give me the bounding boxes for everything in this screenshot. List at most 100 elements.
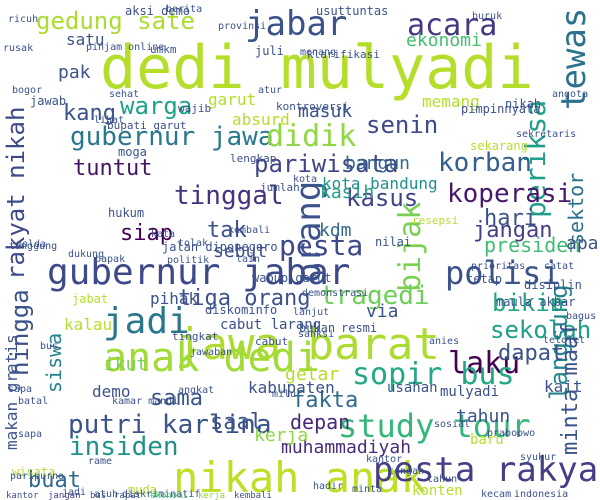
word: koperasi [447,179,573,209]
word: tanggung [9,241,58,252]
word: pihak [150,289,199,308]
word: milu [272,389,297,400]
word: rapat [114,491,142,500]
word: sapa [18,429,43,440]
word: bus [40,341,59,352]
word: lanjut [293,307,330,318]
word: nikah anak [173,453,426,500]
word: jadi [103,301,190,342]
word: atur [258,85,283,96]
word: siap [120,221,173,246]
word: diskominfo [205,303,278,317]
word: tengah [388,466,425,477]
word: tragedi [320,281,430,311]
word: lihat [94,115,125,126]
word: telolet [543,335,586,346]
word: muhammadiyah [281,437,412,458]
word: catat [544,261,575,272]
word: kasus [346,184,419,212]
word: kontroversi [276,100,349,113]
word: garut [208,90,257,109]
word: rakyat nikah [2,106,30,280]
word: nikah [505,97,542,111]
word: aksi demo [125,4,191,18]
word: korban [438,148,532,178]
word: kata [151,229,176,240]
word: kota bandung [322,174,438,193]
word: tetap [466,272,503,286]
word: insiden [69,432,179,462]
word: kantor [366,454,403,465]
word: provinsi [218,21,267,32]
word: demo [92,382,131,401]
word: angkat [178,385,215,396]
word: putri karlina [68,410,272,440]
word: cabut [255,335,289,348]
word: sekarang [470,139,528,153]
word: menang [300,47,337,58]
word: wabup garut [252,271,332,285]
word: juli [255,44,284,58]
word: laku [448,346,521,381]
word: kalau [64,315,113,334]
word: resepsi [412,214,459,227]
word: usahan [387,380,438,396]
word: rame [88,456,113,467]
word: sanksi [298,329,335,340]
word: atuh [94,489,119,500]
word: bogor [12,85,43,96]
word: ricuh [8,14,39,25]
word: study tour [338,407,531,445]
word: gubernur jawa [70,122,274,152]
word: kabupaten [248,378,335,397]
word: angota [552,89,589,100]
word: dukung [68,249,105,260]
word: ekonomi [406,30,482,51]
word: baru [470,432,504,448]
word: mulyadi [440,384,500,400]
word: bus [90,491,107,500]
word: indonesia [514,489,569,500]
word: hadir [313,481,344,492]
word: nilai [375,235,412,249]
word: klarifikasi [307,48,380,61]
word: bikin [492,289,565,317]
word: kang [63,101,116,126]
word: memang [422,92,480,111]
word: anak dedi [103,335,320,381]
word: tahun [456,406,511,427]
word: pesta rakyat [373,450,600,490]
word: kerja [198,491,226,500]
word: kantor [6,491,39,500]
word: pak [58,62,91,83]
word: jadi [62,487,87,498]
word: muda [128,483,157,497]
word: buruk [472,11,503,22]
word: bukan [299,321,336,335]
word: pesta [279,229,364,262]
word: gedung sate [36,7,195,35]
word: rusak [3,43,34,54]
word: kait [544,377,583,396]
word: kecam [481,489,512,500]
word: hari [484,206,537,231]
word: syukur [520,452,557,463]
word: kembali [228,225,271,236]
word: senin [366,111,439,139]
word: polisi [445,254,561,292]
word: tahun [427,474,458,485]
word: praboowo [487,428,536,439]
word: tingkat [172,330,219,343]
word: prioritas [471,261,526,272]
word: berita [166,4,203,15]
word: jawaban [190,347,233,358]
word: jalan diponegoro [162,240,278,254]
word: presiden [484,233,581,257]
word: disiplin [524,278,582,292]
word: ikut [104,354,148,375]
word: politik [167,255,210,266]
word: polda [16,239,47,250]
word: anies [429,336,460,347]
word: lengkap [230,152,277,165]
